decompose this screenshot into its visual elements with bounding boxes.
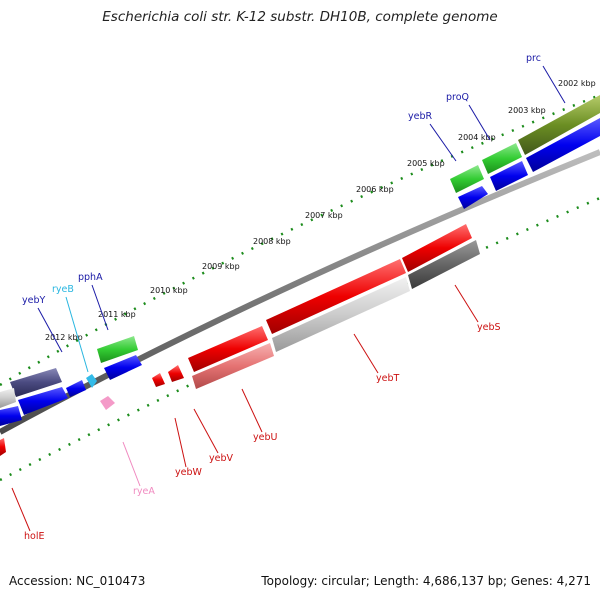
kbp-tick-label: 2009 kbp [202, 262, 240, 271]
genome-summary: Topology: circular; Length: 4,686,137 bp… [261, 574, 591, 588]
gene-label-ryeA[interactable]: ryeA [133, 486, 155, 497]
kbp-tick-label: 2005 kbp [407, 159, 445, 168]
kbp-tick-label: 2006 kbp [356, 185, 394, 194]
feature-pphA[interactable] [97, 336, 142, 380]
gene-label-yebT[interactable]: yebT [376, 373, 399, 384]
leader-line-ryeB [65, 296, 89, 373]
leader-line-holE [11, 487, 31, 532]
leader-line-prc [542, 65, 566, 104]
leader-line-pphA [91, 284, 109, 331]
gene-label-pphA[interactable]: pphA [78, 272, 103, 283]
leader-line-yebW [174, 417, 187, 468]
leader-line-yebT [353, 333, 379, 374]
gene-label-yebV[interactable]: yebV [209, 453, 233, 464]
feature-yebR[interactable] [450, 165, 488, 209]
leader-line-yebV [193, 408, 219, 454]
feature-left-edge[interactable] [0, 388, 22, 426]
leader-line-ryeA [122, 441, 141, 487]
gene-label-yebS[interactable]: yebS [477, 322, 501, 333]
outer-tick-ring [0, 93, 600, 387]
leader-line-yebS [454, 284, 479, 323]
feature-ryeB[interactable] [86, 374, 97, 388]
gene-label-proQ[interactable]: proQ [446, 92, 469, 103]
feature-prc[interactable] [518, 95, 600, 172]
feature-ryeA[interactable] [100, 396, 115, 410]
feature-yebV[interactable] [168, 365, 184, 382]
leader-line-yebY [37, 307, 63, 353]
gene-label-holE[interactable]: holE [24, 531, 44, 542]
kbp-tick-label: 2003 kbp [508, 106, 546, 115]
gene-label-ryeB[interactable]: ryeB [52, 284, 74, 295]
kbp-tick-label: 2004 kbp [458, 133, 496, 142]
gene-label-yebU[interactable]: yebU [253, 432, 277, 443]
kbp-tick-label: 2007 kbp [305, 211, 343, 220]
kbp-tick-label: 2002 kbp [558, 79, 596, 88]
feature-yebT[interactable] [266, 259, 410, 352]
feature-holE[interactable] [0, 438, 6, 456]
feature-yebS[interactable] [402, 224, 480, 289]
gene-label-yebW[interactable]: yebW [175, 467, 202, 478]
gene-label-yebR[interactable]: yebR [408, 111, 432, 122]
gene-label-yebY[interactable]: yebY [22, 295, 45, 306]
accession-label: Accession: NC_010473 [9, 574, 146, 588]
feature-yebY[interactable] [10, 368, 86, 415]
leader-line-yebU [241, 388, 263, 433]
feature-proQ[interactable] [482, 143, 528, 191]
leader-line-proQ [468, 104, 491, 141]
kbp-tick-label: 2008 kbp [253, 237, 291, 246]
gene-label-prc[interactable]: prc [526, 53, 541, 64]
kbp-tick-label: 2011 kbp [98, 310, 136, 319]
feature-yebW[interactable] [152, 373, 165, 387]
map-title: Escherichia coli str. K-12 substr. DH10B… [102, 9, 498, 25]
kbp-tick-label: 2010 kbp [150, 286, 188, 295]
feature-yebU[interactable] [188, 326, 274, 389]
kbp-tick-label: 2012 kbp [45, 333, 83, 342]
leader-line-yebR [429, 123, 457, 162]
backbone [0, 149, 600, 435]
